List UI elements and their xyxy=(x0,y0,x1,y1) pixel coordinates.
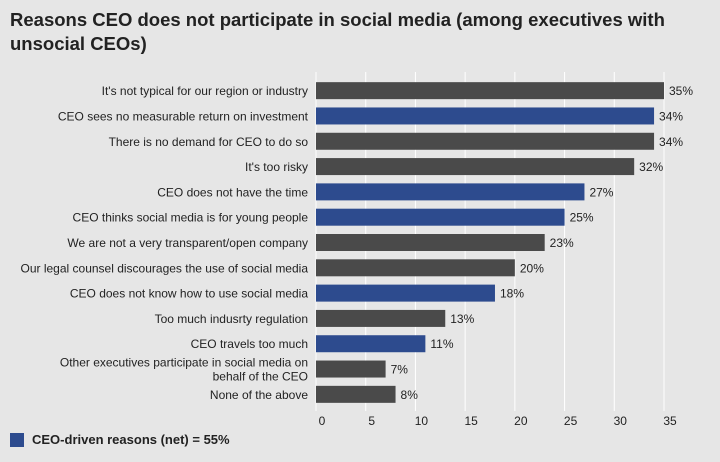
category-label-0: It's not typical for our region or indus… xyxy=(102,84,308,98)
category-label-12: None of the above xyxy=(210,388,308,402)
bar-11 xyxy=(316,360,386,378)
category-label-line: We are not a very transparent/open compa… xyxy=(67,236,308,250)
category-label-3: It's too risky xyxy=(245,160,308,174)
category-label-line: It's too risky xyxy=(245,160,308,174)
category-label-4: CEO does not have the time xyxy=(157,185,308,199)
category-label-line: It's not typical for our region or indus… xyxy=(102,84,308,98)
bar-3 xyxy=(316,158,635,176)
bar-8 xyxy=(316,284,495,302)
category-label-7: Our legal counsel discourages the use of… xyxy=(21,261,309,275)
category-label-line: CEO sees no measurable return on investm… xyxy=(58,109,309,123)
value-label-3: 32% xyxy=(639,160,663,174)
category-label-5: CEO thinks social media is for young peo… xyxy=(73,211,309,225)
x-tick-label-25: 25 xyxy=(564,414,578,428)
category-label-6: We are not a very transparent/open compa… xyxy=(67,236,308,250)
value-label-4: 27% xyxy=(589,185,613,199)
category-label-line: CEO does not know how to use social medi… xyxy=(70,287,308,301)
legend-swatch-ceo-driven xyxy=(10,432,24,447)
bar-6 xyxy=(316,234,545,251)
category-label-line: There is no demand for CEO to do so xyxy=(109,135,309,149)
value-label-9: 13% xyxy=(450,312,474,326)
bar-9 xyxy=(316,309,446,327)
bar-0 xyxy=(316,82,664,100)
bar-1 xyxy=(316,107,655,125)
bar-4 xyxy=(316,183,585,201)
value-label-0: 35% xyxy=(669,84,693,98)
category-label-line: CEO thinks social media is for young peo… xyxy=(73,211,309,225)
category-label-1: CEO sees no measurable return on investm… xyxy=(58,109,309,123)
x-tick-label-20: 20 xyxy=(514,414,528,428)
value-label-5: 25% xyxy=(570,211,594,225)
x-tick-label-15: 15 xyxy=(464,414,478,428)
x-tick-label-5: 5 xyxy=(368,414,375,428)
bar-2 xyxy=(316,132,655,150)
category-label-8: CEO does not know how to use social medi… xyxy=(70,287,308,301)
chart-title: Reasons CEO does not participate in soci… xyxy=(10,9,665,54)
category-label-line: CEO travels too much xyxy=(191,337,308,351)
category-label-line: Other executives participate in social m… xyxy=(60,356,308,370)
category-label-line: Our legal counsel discourages the use of… xyxy=(21,261,309,275)
x-tick-label-0: 0 xyxy=(319,414,326,428)
category-label-line: None of the above xyxy=(210,388,308,402)
category-label-11: Other executives participate in social m… xyxy=(60,356,308,384)
bar-7 xyxy=(316,259,515,277)
category-label-line: Too much indusrty regulation xyxy=(155,312,308,326)
x-tick-label-30: 30 xyxy=(614,414,628,428)
value-label-1: 34% xyxy=(659,109,683,123)
category-label-9: Too much indusrty regulation xyxy=(155,312,308,326)
bar-5 xyxy=(316,208,565,226)
value-label-2: 34% xyxy=(659,135,683,149)
value-label-11: 7% xyxy=(391,363,409,377)
category-label-10: CEO travels too much xyxy=(191,337,308,351)
value-label-10: 11% xyxy=(430,337,453,351)
bar-10 xyxy=(316,335,426,353)
x-tick-label-35: 35 xyxy=(663,414,677,428)
value-label-6: 23% xyxy=(550,236,574,250)
value-label-8: 18% xyxy=(500,287,524,301)
value-label-7: 20% xyxy=(520,261,544,275)
value-label-12: 8% xyxy=(401,388,419,402)
category-label-line: CEO does not have the time xyxy=(157,185,308,199)
legend: CEO-driven reasons (net) = 55% xyxy=(10,432,230,447)
x-tick-label-10: 10 xyxy=(415,414,429,428)
legend-label: CEO-driven reasons (net) = 55% xyxy=(32,432,230,447)
category-label-line: behalf of the CEO xyxy=(213,370,308,384)
bar-12 xyxy=(316,385,396,403)
category-label-2: There is no demand for CEO to do so xyxy=(109,135,309,149)
